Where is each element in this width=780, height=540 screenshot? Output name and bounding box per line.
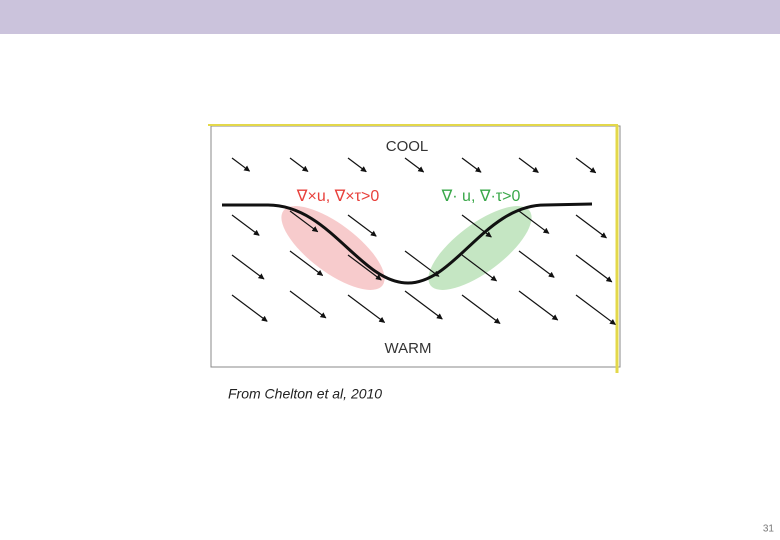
wind-arrow: [461, 254, 498, 282]
wind-arrows: [231, 157, 616, 326]
wind-arrow: [518, 210, 550, 234]
wind-arrow: [575, 214, 607, 239]
wind-arrow: [404, 250, 440, 277]
figure: COOL ∇×u, ∇×τ>0 ∇· u, ∇·τ>0 WARM: [208, 124, 621, 373]
wind-arrow: [289, 210, 319, 233]
wind-arrow: [289, 157, 309, 172]
wind-arrow: [461, 157, 482, 173]
sst-front: [222, 202, 593, 285]
warm-label: WARM: [385, 340, 432, 357]
wind-arrow: [518, 250, 555, 278]
page-number: 31: [763, 524, 775, 535]
wind-arrow: [347, 157, 367, 173]
wind-arrow: [404, 290, 443, 320]
figure-frame: [210, 125, 621, 368]
cool-label: COOL: [386, 138, 429, 155]
wind-arrow: [404, 157, 425, 173]
convergence-region: [281, 206, 385, 290]
curl-label: ∇×u, ∇×τ>0: [296, 188, 380, 205]
wind-arrow: [518, 157, 539, 174]
divergence-region: [428, 206, 532, 290]
wind-arrow: [575, 254, 613, 283]
wind-arrow: [231, 254, 265, 280]
caption: From Chelton et al, 2010: [228, 386, 382, 402]
wind-arrow: [347, 254, 382, 281]
wind-arrow: [575, 157, 597, 174]
header-band: [0, 0, 780, 34]
wind-arrow: [575, 294, 616, 326]
wind-arrow: [231, 294, 268, 322]
wind-arrow: [289, 290, 327, 319]
wind-arrow: [231, 157, 251, 172]
divergence-label: ∇· u, ∇·τ>0: [441, 188, 521, 205]
wind-arrow: [289, 250, 324, 276]
wind-arrow: [461, 214, 492, 238]
wind-arrow: [347, 294, 386, 323]
wind-arrow: [518, 290, 559, 321]
wind-arrow: [231, 214, 260, 236]
wind-arrow: [347, 214, 377, 237]
wind-arrow: [461, 294, 501, 324]
